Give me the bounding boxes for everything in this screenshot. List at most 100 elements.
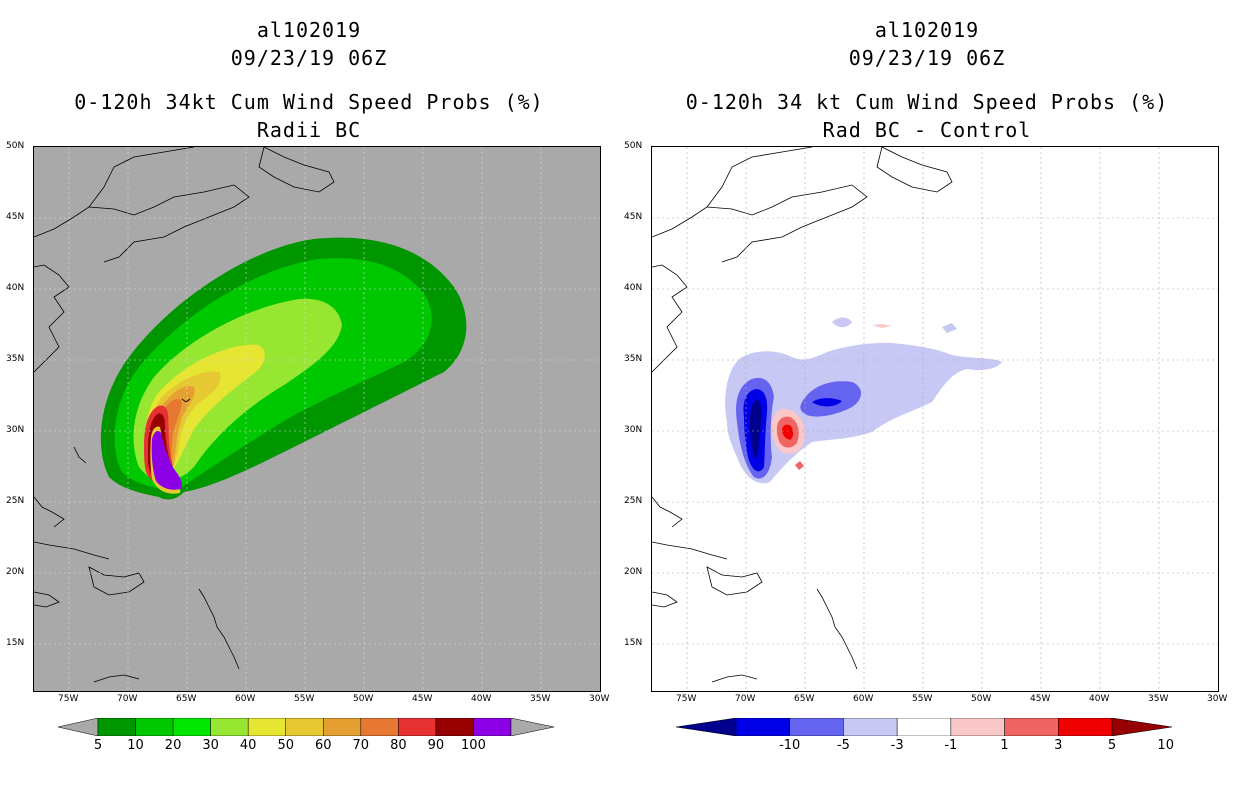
contour-minus-1-c: [942, 323, 957, 333]
lat-label: 15N: [6, 638, 25, 648]
colorbar-label: 90: [427, 738, 445, 753]
lon-label: 70W: [117, 694, 138, 704]
date-label: 09/23/19 06Z: [230, 46, 388, 70]
lon-label: 75W: [676, 694, 697, 704]
colorbar-cell: [398, 718, 437, 736]
lat-label: 35N: [624, 354, 643, 364]
colorbar-cell: [473, 718, 512, 736]
lat-label: 15N: [624, 638, 643, 648]
left-panel: al102019 09/23/19 06Z 0-120h 34kt Cum Wi…: [6, 18, 610, 753]
colorbar-min-arrow: [676, 718, 737, 736]
colorbar-label: 10: [1157, 738, 1174, 753]
storm-id: al102019: [256, 18, 362, 42]
contour-plus-3-b: [795, 461, 804, 470]
date-label: 09/23/19 06Z: [848, 46, 1006, 70]
lon-label: 75W: [58, 694, 79, 704]
right-panel: al102019 09/23/19 06Z 0-120h 34 kt Cum W…: [618, 0, 1236, 800]
colorbar-label: 3: [1054, 738, 1063, 753]
contour-minus-1-b: [832, 317, 852, 328]
lon-label: 45W: [412, 694, 433, 704]
lat-label: 50N: [6, 141, 25, 151]
colorbar-label: 60: [314, 738, 332, 753]
colorbar-cell: [843, 718, 898, 736]
lon-label: 50W: [353, 694, 374, 704]
storm-id: al102019: [874, 18, 980, 42]
lon-label: 40W: [471, 694, 492, 704]
colorbar-left: [58, 718, 554, 736]
colorbar-cell: [247, 718, 286, 736]
colorbar-label: -1: [944, 738, 958, 753]
lon-label: 65W: [794, 694, 815, 704]
colorbar-label: 40: [239, 738, 257, 753]
lon-label: 35W: [530, 694, 551, 704]
lat-label: 40N: [6, 283, 25, 293]
colorbar-cell: [735, 718, 790, 736]
colorbar-cell: [210, 718, 249, 736]
colorbar-label: 50: [277, 738, 294, 753]
probability-map: [33, 146, 601, 692]
lat-label: 25N: [6, 496, 25, 506]
probability-map-svg: [34, 147, 600, 691]
lon-label: 60W: [235, 694, 256, 704]
colorbar-cell: [789, 718, 844, 736]
colorbar-label: 1: [1000, 738, 1009, 753]
colorbar-cell: [1058, 718, 1113, 736]
colorbar-label: 20: [164, 738, 182, 753]
colorbar-cell: [1004, 718, 1059, 736]
lon-label: 60W: [853, 694, 874, 704]
lat-label: 30N: [6, 425, 25, 435]
difference-map: [651, 146, 1219, 692]
lon-label: 55W: [294, 694, 315, 704]
colorbar-label: 30: [202, 738, 219, 753]
coastlines: [652, 147, 953, 683]
colorbar-left-min-arrow: [58, 718, 99, 736]
contour-plus-1-c: [872, 324, 892, 328]
colorbar-label: 100: [461, 738, 486, 753]
colorbar-label: 5: [93, 738, 103, 753]
lon-label: 35W: [1148, 694, 1169, 704]
lon-label: 50W: [971, 694, 992, 704]
contour-100: [151, 431, 183, 490]
lon-label: 30W: [1207, 694, 1228, 704]
map-subtitle: Rad BC - Control: [822, 118, 1032, 142]
lat-label: 30N: [624, 425, 643, 435]
lon-label: 70W: [735, 694, 756, 704]
lat-label: 50N: [624, 141, 643, 151]
grid: [34, 147, 600, 691]
colorbar-label: -5: [836, 738, 850, 753]
lon-label: 65W: [176, 694, 197, 704]
lat-label: 20N: [6, 567, 25, 577]
lon-label: 40W: [1089, 694, 1110, 704]
colorbar-label: 80: [390, 738, 407, 753]
colorbar-label: 10: [127, 738, 144, 753]
lat-label: 20N: [624, 567, 643, 577]
colorbar-cell: [323, 718, 362, 736]
lat-label: 45N: [6, 212, 25, 222]
colorbar-label: -10: [779, 738, 801, 753]
colorbar-left-max-arrow: [510, 718, 554, 736]
colorbar-cell: [285, 718, 324, 736]
colorbar-cell: [172, 718, 211, 736]
difference-map-svg: [652, 147, 1218, 691]
colorbar-cell: [360, 718, 399, 736]
lon-label: 55W: [912, 694, 933, 704]
colorbar-label: 5: [1107, 738, 1117, 753]
contour-minus-10: [750, 400, 762, 459]
lon-label: 30W: [589, 694, 610, 704]
lat-label: 25N: [624, 496, 643, 506]
colorbar-cell: [135, 718, 174, 736]
lat-label: 40N: [624, 283, 643, 293]
map-title: 0-120h 34kt Cum Wind Speed Probs (%): [74, 90, 544, 114]
contour-plus-5: [782, 424, 794, 440]
contour-minus-5-b: [812, 398, 842, 407]
grid: [652, 147, 1218, 691]
colorbar-cell: [97, 718, 136, 736]
colorbar-cell: [896, 718, 952, 736]
colorbar-right: [676, 718, 1172, 736]
colorbar-max-arrow: [1111, 718, 1172, 736]
lat-label: 35N: [6, 354, 25, 364]
colorbar-label: 70: [352, 738, 370, 753]
lat-label: 45N: [624, 212, 643, 222]
lon-label: 45W: [1030, 694, 1051, 704]
coastlines: [34, 147, 335, 683]
